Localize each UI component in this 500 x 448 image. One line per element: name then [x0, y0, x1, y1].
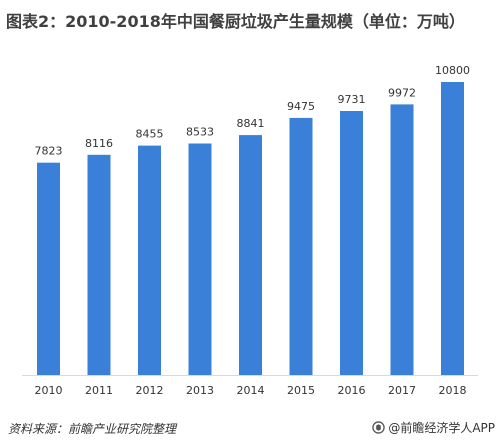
x-tick-label-2018: 2018 [439, 384, 467, 397]
x-tick-label-2014: 2014 [237, 384, 265, 397]
x-tick-label-2017: 2017 [388, 384, 416, 397]
brand-text: @前瞻经济学人APP [388, 421, 495, 435]
bar-2018 [441, 82, 464, 375]
bar-2014 [239, 135, 262, 375]
value-label-2015: 9475 [287, 100, 315, 113]
bar-2013 [188, 143, 212, 375]
bars-group [37, 82, 464, 376]
value-label-2014: 8841 [237, 117, 265, 130]
x-tick-label-2012: 2012 [136, 384, 164, 397]
chart-title: 图表2：2010-2018年中国餐厨垃圾产生量规模（单位：万吨） [6, 12, 465, 31]
source-note: 资料来源：前瞻产业研究院整理 [8, 422, 177, 436]
x-tick-label-2013: 2013 [186, 384, 214, 397]
x-tick-label-2011: 2011 [85, 384, 113, 397]
bar-2010 [37, 162, 60, 375]
x-tick-label-2016: 2016 [338, 384, 366, 397]
value-label-2018: 10800 [435, 64, 470, 77]
bar-2012 [138, 145, 161, 375]
brand-logo-icon [372, 421, 386, 434]
bar-2015 [289, 117, 313, 376]
brand-credit: @前瞻经济学人APP [372, 419, 495, 436]
x-tick-label-2015: 2015 [287, 384, 315, 397]
value-label-2012: 8455 [136, 128, 164, 141]
value-label-2016: 9731 [338, 93, 366, 106]
value-label-2017: 9972 [388, 86, 416, 99]
value-label-2011: 8116 [85, 137, 113, 150]
value-label-2010: 7823 [35, 145, 63, 158]
value-label-2013: 8533 [186, 126, 214, 139]
bar-2016 [340, 111, 363, 375]
x-tick-label-2010: 2010 [35, 384, 63, 397]
bar-2017 [390, 104, 414, 376]
bar-2011 [87, 154, 111, 375]
labels-group: 7823 2010 8116 2011 8455 2012 8533 2013 8841 2014… [35, 64, 471, 397]
